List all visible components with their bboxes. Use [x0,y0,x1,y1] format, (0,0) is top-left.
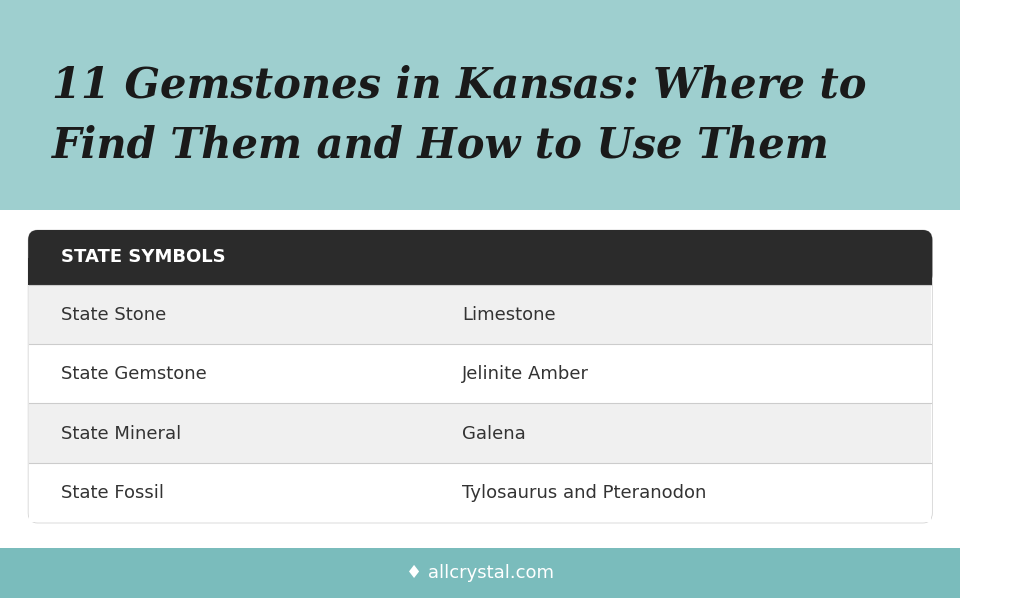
Text: State Fossil: State Fossil [61,484,164,502]
Text: 11 Gemstones in Kansas: Where to: 11 Gemstones in Kansas: Where to [51,65,866,107]
Bar [29,344,932,403]
Bar [0,548,961,598]
Text: Find Them and How to Use Them: Find Them and How to Use Them [51,125,829,167]
Text: Limestone: Limestone [462,306,556,324]
Bar [28,258,932,285]
Text: STATE SYMBOLS: STATE SYMBOLS [61,249,225,267]
Text: State Stone: State Stone [61,306,166,324]
Bar [29,404,932,462]
Text: ♦ allcrystal.com: ♦ allcrystal.com [407,564,554,582]
FancyBboxPatch shape [28,230,932,285]
Bar [0,0,961,210]
Text: Tylosaurus and Pteranodon: Tylosaurus and Pteranodon [462,484,707,502]
Text: State Gemstone: State Gemstone [61,365,207,383]
Text: Jelinite Amber: Jelinite Amber [462,365,589,383]
FancyBboxPatch shape [28,230,932,523]
Text: State Mineral: State Mineral [61,425,181,443]
Text: Galena: Galena [462,425,526,443]
Bar [29,285,932,343]
Bar [29,463,932,522]
